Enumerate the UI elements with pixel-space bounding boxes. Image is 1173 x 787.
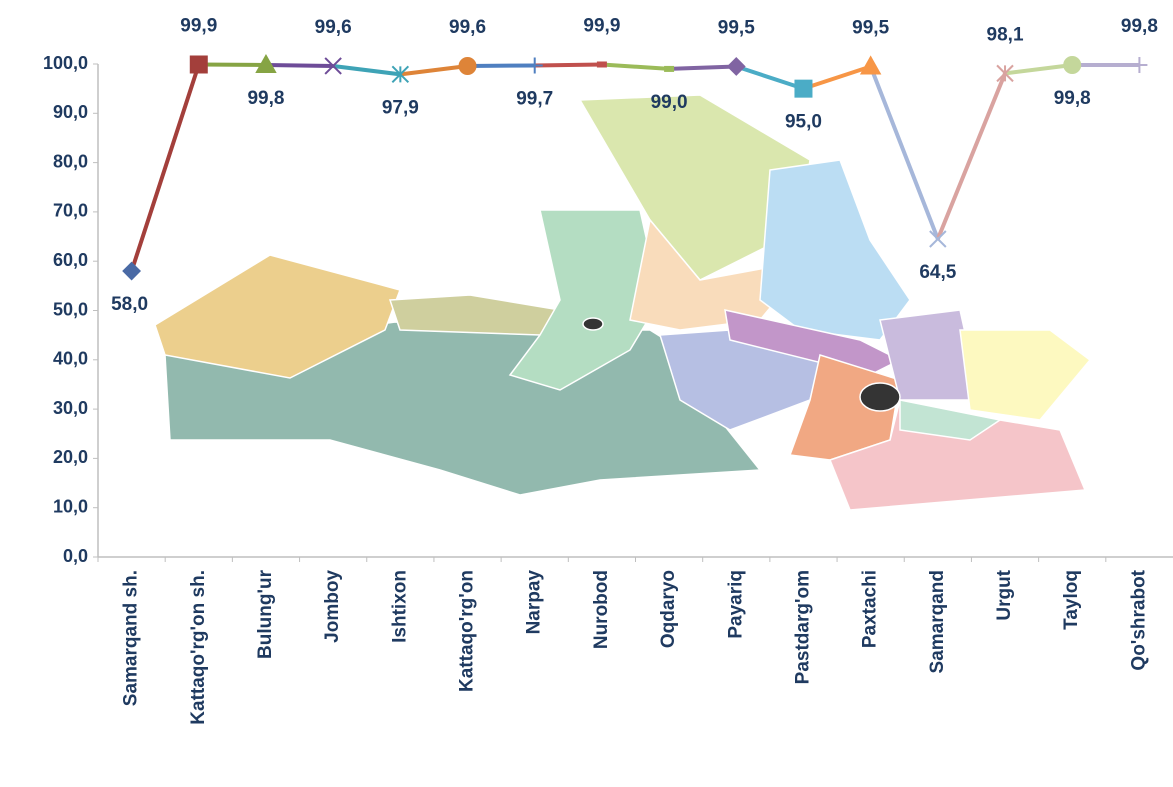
data-label: 99,8 bbox=[1121, 16, 1158, 37]
data-label: 99,8 bbox=[1054, 88, 1091, 109]
line-segment bbox=[332, 63, 401, 77]
x-tick-label: Nurobod bbox=[591, 570, 612, 649]
marker bbox=[255, 53, 277, 73]
line-segment bbox=[534, 62, 602, 68]
marker bbox=[458, 56, 477, 75]
line-segment bbox=[868, 65, 940, 240]
data-label: 99,9 bbox=[583, 16, 620, 37]
line-segment bbox=[735, 64, 805, 91]
marker bbox=[1131, 56, 1148, 73]
x-tick-label: Ishtixon bbox=[389, 570, 410, 643]
marker bbox=[929, 230, 947, 248]
marker bbox=[664, 65, 675, 72]
y-tick-label: 0,0 bbox=[63, 546, 88, 566]
line-segment bbox=[400, 63, 468, 77]
marker bbox=[1063, 55, 1082, 74]
line-segment bbox=[1004, 63, 1073, 76]
y-tick-label: 90,0 bbox=[53, 102, 88, 122]
marker bbox=[996, 64, 1014, 83]
line-segment bbox=[129, 63, 201, 272]
data-label: 99,6 bbox=[449, 17, 486, 38]
line-segment bbox=[669, 64, 737, 71]
y-tick-label: 50,0 bbox=[53, 299, 88, 319]
marker bbox=[324, 57, 342, 75]
data-label: 98,1 bbox=[987, 24, 1024, 45]
x-tick-label: Kattaqo'rg'on sh. bbox=[188, 570, 209, 725]
x-tick-label: Jomboy bbox=[322, 570, 343, 643]
data-label: 95,0 bbox=[785, 112, 822, 133]
data-label: 97,9 bbox=[382, 97, 419, 118]
marker bbox=[596, 61, 607, 68]
data-label: 99,0 bbox=[651, 92, 688, 113]
marker bbox=[122, 261, 142, 281]
marker bbox=[189, 55, 208, 74]
y-tick-label: 20,0 bbox=[53, 447, 88, 467]
marker bbox=[726, 57, 746, 76]
x-tick-label: Urgut bbox=[994, 569, 1015, 620]
x-tick-label: Kattaqo'rg'on bbox=[457, 570, 478, 692]
x-tick-label: Tayloq bbox=[1061, 570, 1082, 630]
marker bbox=[391, 65, 410, 84]
marker bbox=[794, 79, 813, 98]
data-label: 99,6 bbox=[315, 17, 352, 38]
x-tick-label: Oqdaryo bbox=[658, 570, 679, 648]
data-label: 99,5 bbox=[852, 17, 889, 38]
line-segment bbox=[802, 64, 872, 91]
y-tick-label: 40,0 bbox=[53, 349, 88, 369]
marker bbox=[526, 57, 543, 74]
data-label: 99,5 bbox=[718, 17, 755, 38]
line-segment bbox=[601, 62, 670, 71]
y-tick-label: 100,0 bbox=[43, 53, 88, 73]
marker bbox=[859, 55, 882, 75]
data-label: 58,0 bbox=[111, 294, 148, 315]
y-tick-label: 60,0 bbox=[53, 250, 88, 270]
data-label: 64,5 bbox=[919, 262, 956, 283]
y-tick-label: 70,0 bbox=[53, 201, 88, 221]
data-label: 99,7 bbox=[516, 88, 553, 109]
x-tick-label: Bulung'ur bbox=[255, 569, 276, 659]
data-label: 99,9 bbox=[180, 16, 217, 37]
x-tick-label: Paxtachi bbox=[860, 570, 881, 648]
line-segment bbox=[265, 62, 334, 68]
y-tick-label: 30,0 bbox=[53, 398, 88, 418]
x-tick-label: Samarqand bbox=[927, 570, 948, 673]
x-tick-label: Payariq bbox=[725, 570, 746, 639]
line-segment bbox=[935, 72, 1007, 240]
y-tick-label: 10,0 bbox=[53, 496, 88, 516]
x-tick-label: Qo'shrabot bbox=[1128, 569, 1149, 670]
x-tick-label: Samarqand sh. bbox=[121, 570, 142, 706]
y-tick-label: 80,0 bbox=[53, 151, 88, 171]
x-tick-label: Pastdarg'om bbox=[792, 570, 813, 684]
data-label: 99,8 bbox=[247, 88, 284, 109]
map-background bbox=[154, 94, 1092, 511]
x-tick-label: Narpay bbox=[524, 570, 545, 635]
